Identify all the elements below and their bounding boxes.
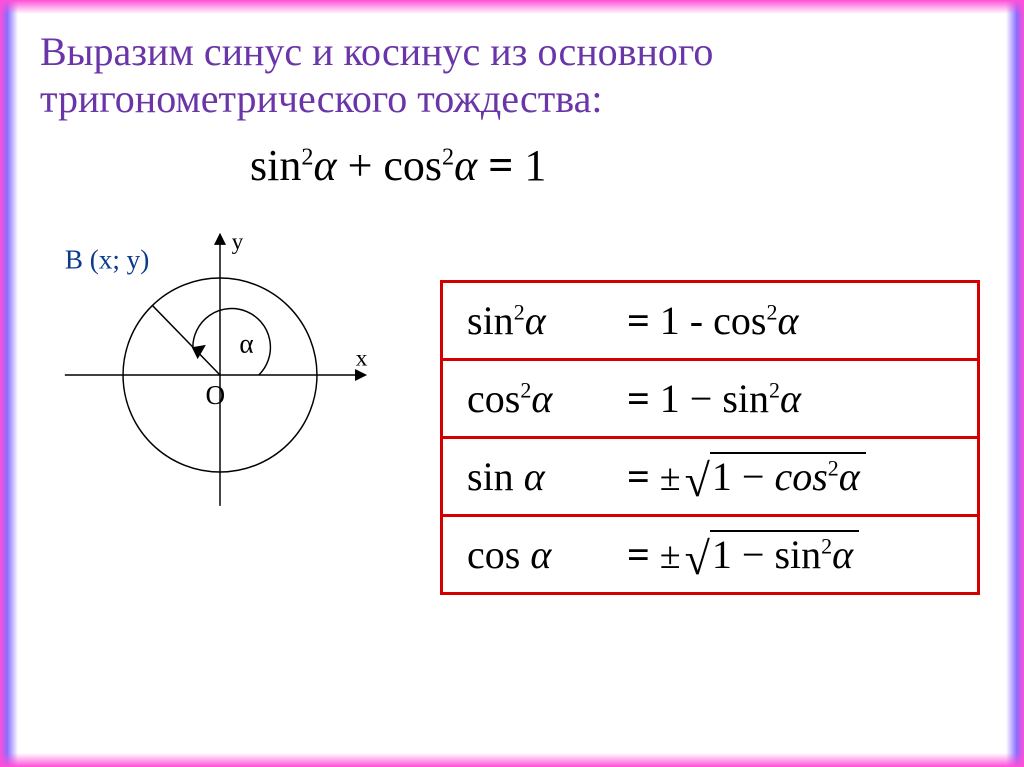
formula-row-2: sin α = ±√1 − cos2α <box>443 436 977 514</box>
unit-circle-diagram: x y O α B (x; y) <box>50 215 390 535</box>
decor-edge-bottom <box>0 753 1024 767</box>
decor-edge-left <box>0 0 18 767</box>
decor-edge-top <box>0 0 1024 14</box>
pythagorean-identity: sin2α + cos2α = 1 <box>250 140 546 191</box>
formula-rhs: 1 − sin2α <box>660 376 801 421</box>
formula-lhs: cos α <box>467 531 617 578</box>
formula-rhs: 1 - cos2α <box>660 298 799 343</box>
formula-row-1: cos2α = 1 − sin2α <box>443 358 977 436</box>
formula-lhs: sin α <box>467 453 617 500</box>
formula-rhs: ±√1 − sin2α <box>660 532 859 577</box>
angle-label: α <box>239 329 253 359</box>
identity-cos: cos <box>383 141 442 190</box>
formula-rhs: ±√1 − cos2α <box>660 454 866 499</box>
formula-row-3: cos α = ±√1 − sin2α <box>443 514 977 592</box>
decor-edge-right <box>1006 0 1024 767</box>
axis-x-label: x <box>356 345 368 371</box>
slide-title: Выразим синус и косинус из основного три… <box>40 28 960 122</box>
axis-y-label: y <box>232 229 244 255</box>
formula-row-0: sin2α = 1 - cos2α <box>443 283 977 358</box>
identity-sin: sin <box>250 141 301 190</box>
formula-lhs: sin2α <box>467 297 617 344</box>
formula-table: sin2α = 1 - cos2αcos2α = 1 − sin2αsin α … <box>440 280 980 595</box>
formula-lhs: cos2α <box>467 375 617 422</box>
point-b-label: B (x; y) <box>65 244 149 274</box>
origin-label: O <box>205 380 225 410</box>
